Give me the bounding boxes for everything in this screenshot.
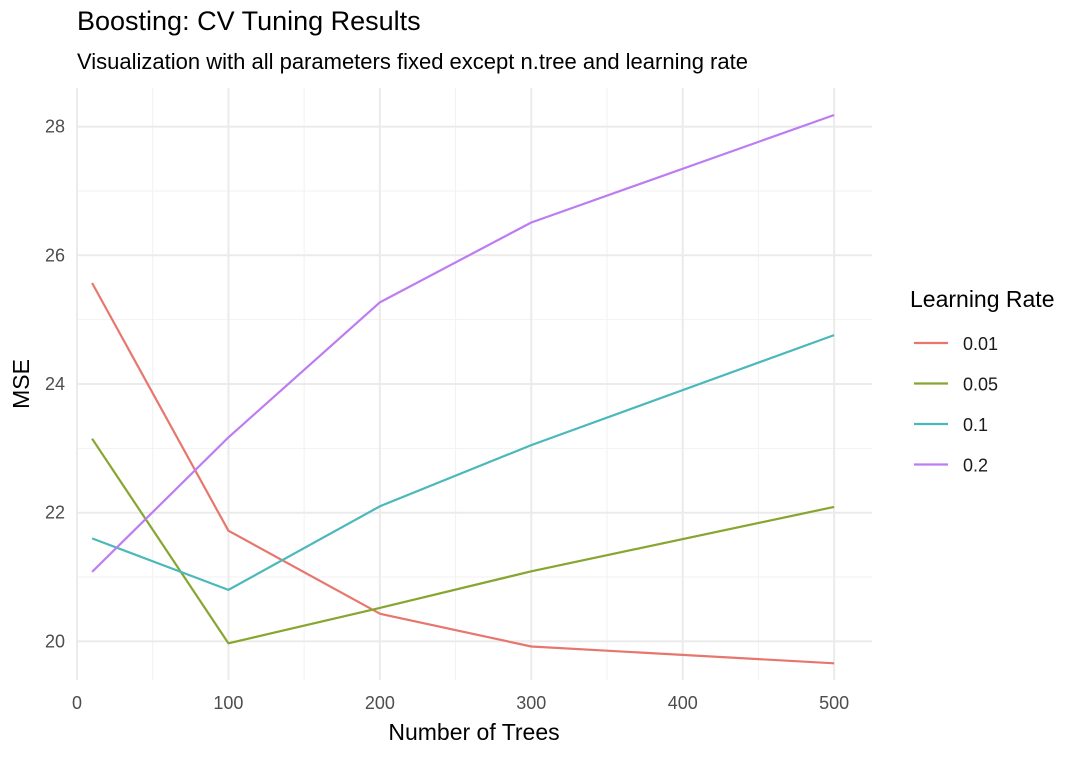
legend-title: Learning Rate <box>910 286 1055 312</box>
x-tick-label: 200 <box>365 693 395 713</box>
x-tick-label: 100 <box>213 693 243 713</box>
x-tick-label: 400 <box>668 693 698 713</box>
x-tick-label: 300 <box>516 693 546 713</box>
legend: Learning Rate 0.01 0.05 0.1 0.2 <box>910 286 1055 476</box>
series-line-0.1 <box>91 334 835 592</box>
x-axis-ticks: 0 100 200 300 400 500 <box>72 693 849 713</box>
y-axis-title: MSE <box>8 359 34 409</box>
y-tick-label: 24 <box>45 374 65 394</box>
y-tick-label: 28 <box>45 117 65 137</box>
legend-label-0.01: 0.01 <box>963 334 998 354</box>
legend-label-0.1: 0.1 <box>963 415 988 435</box>
legend-label-0.05: 0.05 <box>963 375 998 395</box>
x-tick-label: 500 <box>819 693 849 713</box>
y-tick-label: 20 <box>45 631 65 651</box>
chart-subtitle: Visualization with all parameters fixed … <box>77 49 748 74</box>
legend-label-0.2: 0.2 <box>963 456 988 476</box>
x-tick-label: 0 <box>72 693 82 713</box>
y-axis-ticks: 20 22 24 26 28 <box>45 117 65 652</box>
y-tick-label: 22 <box>45 503 65 523</box>
x-axis-title: Number of Trees <box>388 719 559 745</box>
y-tick-label: 26 <box>45 245 65 265</box>
series-line-0.05 <box>91 438 835 645</box>
series-line-0.2 <box>91 113 835 573</box>
grid <box>76 88 872 680</box>
series-line-0.01 <box>91 282 835 665</box>
chart-title: Boosting: CV Tuning Results <box>77 6 421 36</box>
series-lines <box>91 113 835 665</box>
